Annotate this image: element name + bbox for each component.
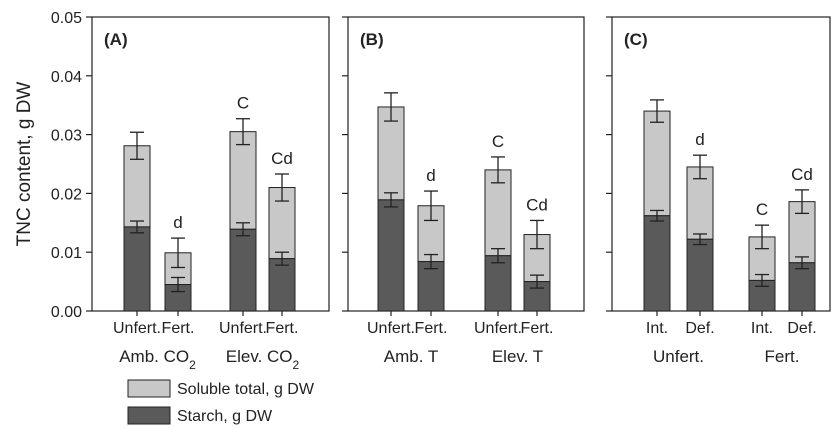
x-tick-label: Int. xyxy=(646,320,668,337)
significance-label: Cd xyxy=(526,195,548,214)
y-tick-label: 0.01 xyxy=(51,245,82,262)
x-tick-label: Unfert. xyxy=(474,320,522,337)
legend-label: Starch, g DW xyxy=(177,408,273,425)
starch-bar xyxy=(417,261,445,312)
significance-label: d xyxy=(695,130,704,149)
significance-label: Cd xyxy=(791,165,813,184)
panel-frame xyxy=(347,16,585,312)
legend-swatch xyxy=(127,406,171,425)
legend: Soluble total, g DW Starch, g DW xyxy=(127,379,315,425)
starch-bar xyxy=(686,238,714,312)
group-label: Elev. CO2 xyxy=(226,347,300,372)
soluble-bar xyxy=(484,169,512,257)
y-tick-label: 0.03 xyxy=(51,128,82,145)
y-tick-label: 0.04 xyxy=(51,69,82,86)
soluble-bar xyxy=(229,131,257,230)
y-tick-label: 0.02 xyxy=(51,186,82,203)
significance-label: C xyxy=(237,94,249,113)
y-tick-label: 0.05 xyxy=(51,10,82,27)
starch-bar xyxy=(377,199,405,312)
legend-swatch xyxy=(127,379,171,398)
significance-label: C xyxy=(492,132,504,151)
group-label: Amb. T xyxy=(384,347,438,366)
significance-label: C xyxy=(756,200,768,219)
significance-label: Cd xyxy=(271,149,293,168)
panel-label: (B) xyxy=(360,30,384,49)
starch-bar xyxy=(123,226,151,312)
x-tick-label: Def. xyxy=(787,320,816,337)
panel-label: (A) xyxy=(104,30,128,49)
starch-bar xyxy=(788,262,816,312)
panel-1: 0.00 0.01 0.02 0.03 0.04 0.05 (A) Unfert. d Fert.… xyxy=(51,10,330,372)
x-tick-label: Int. xyxy=(751,320,773,337)
group-label: Elev. T xyxy=(492,347,543,366)
group-label: Amb. CO2 xyxy=(119,347,196,372)
starch-bar xyxy=(229,228,257,312)
x-tick-label: Unfert. xyxy=(113,320,161,337)
soluble-bar xyxy=(643,110,671,217)
group-label: Unfert. xyxy=(653,347,704,366)
x-tick-label: Unfert. xyxy=(367,320,415,337)
legend-label: Soluble total, g DW xyxy=(177,381,315,398)
significance-label: d xyxy=(173,213,182,232)
starch-bar xyxy=(643,215,671,312)
panel-frame xyxy=(611,16,831,312)
significance-label: d xyxy=(426,166,435,185)
starch-bar xyxy=(268,258,296,312)
x-tick-label: Def. xyxy=(685,320,714,337)
y-tick-label: 0.00 xyxy=(51,304,82,321)
panel-2: (B) Unfert. d Fert. C Unfert. Cd Fert. Amb. T Ele… xyxy=(342,16,585,366)
panel-label: (C) xyxy=(624,30,648,49)
x-tick-label: Fert. xyxy=(162,320,195,337)
starch-bar xyxy=(484,255,512,312)
panel-3: (C) Int. d Def. C Int. Cd Def. Unfert. Fert. xyxy=(606,16,831,366)
x-tick-label: Unfert. xyxy=(219,320,267,337)
group-label: Fert. xyxy=(765,347,800,366)
y-axis-label: TNC content, g DW xyxy=(14,82,35,247)
panel-frame xyxy=(91,16,330,312)
x-tick-label: Fert. xyxy=(521,320,554,337)
x-tick-label: Fert. xyxy=(415,320,448,337)
x-tick-label: Fert. xyxy=(266,320,299,337)
